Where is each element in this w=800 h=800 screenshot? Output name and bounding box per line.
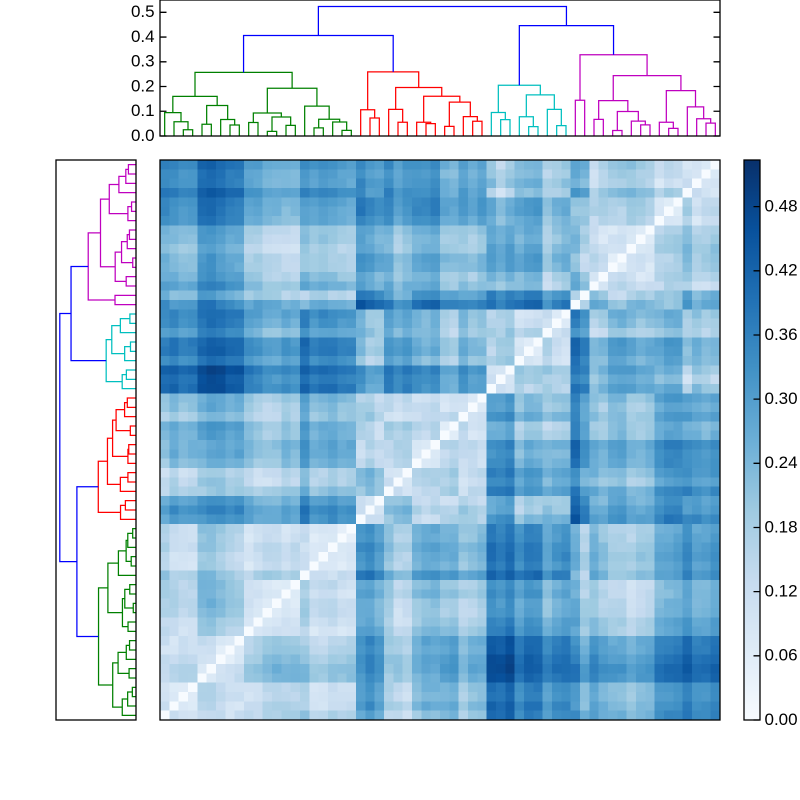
svg-text:0.24: 0.24: [765, 453, 798, 472]
svg-text:0.00: 0.00: [765, 710, 798, 729]
svg-text:0.12: 0.12: [765, 582, 798, 601]
svg-text:0.1: 0.1: [131, 101, 155, 120]
svg-text:0.42: 0.42: [765, 261, 798, 280]
svg-text:0.36: 0.36: [765, 325, 798, 344]
svg-text:0.3: 0.3: [131, 52, 155, 71]
svg-text:0.18: 0.18: [765, 517, 798, 536]
svg-text:0.4: 0.4: [131, 27, 155, 46]
svg-text:0.06: 0.06: [765, 646, 798, 665]
svg-text:0.30: 0.30: [765, 389, 798, 408]
svg-text:0.5: 0.5: [131, 2, 155, 21]
svg-text:0.48: 0.48: [765, 196, 798, 215]
svg-text:0.2: 0.2: [131, 76, 155, 95]
svg-text:0.0: 0.0: [131, 126, 155, 145]
